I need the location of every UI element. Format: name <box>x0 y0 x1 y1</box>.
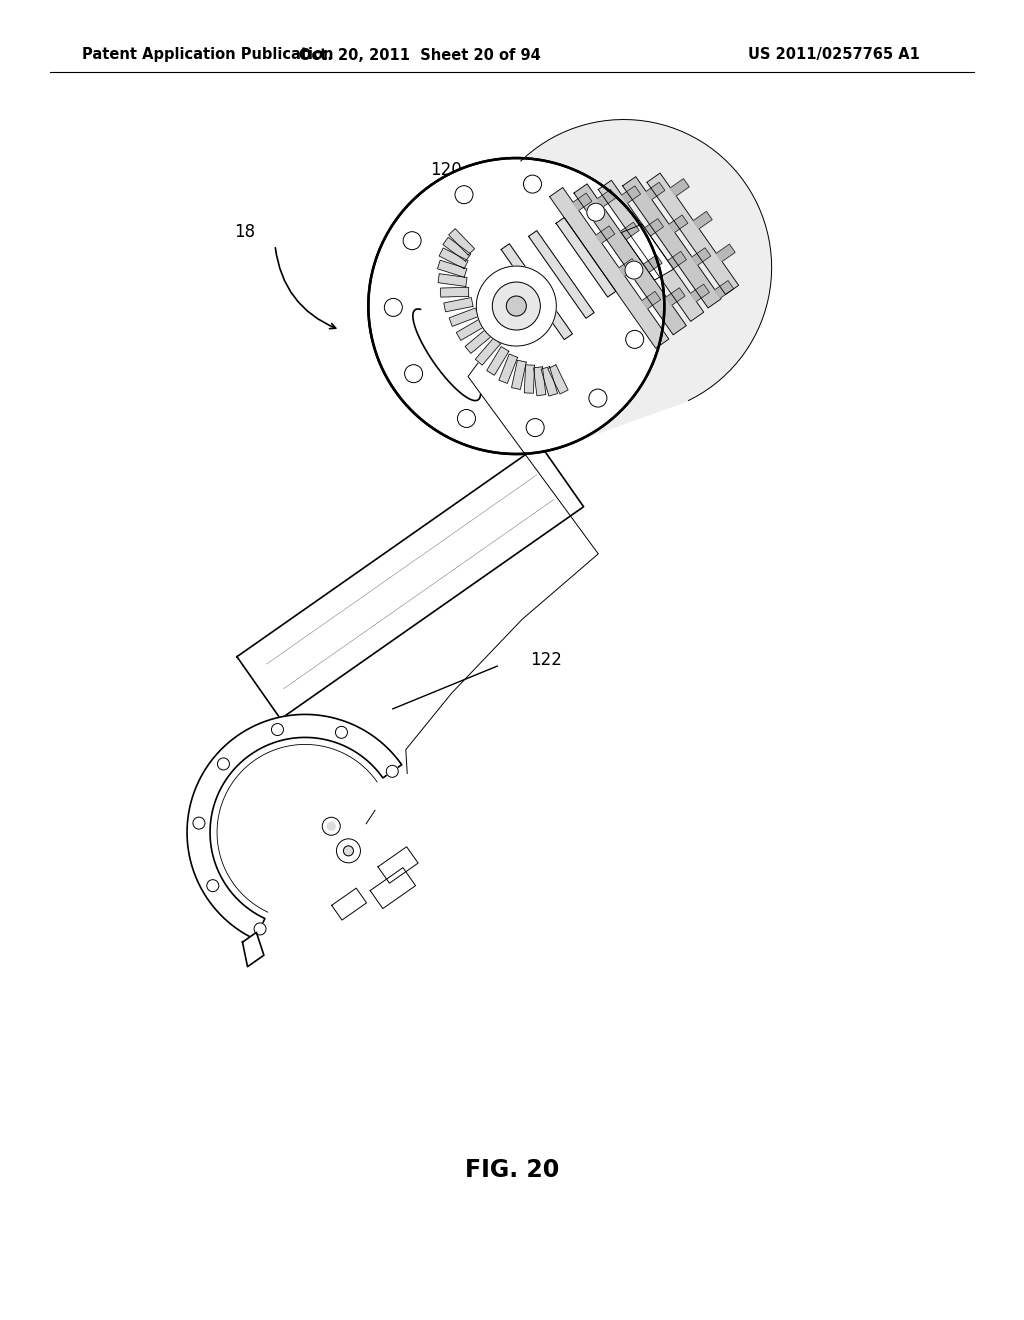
Polygon shape <box>438 273 467 286</box>
Circle shape <box>476 267 556 346</box>
Polygon shape <box>574 183 686 335</box>
Polygon shape <box>715 281 734 298</box>
Text: 18: 18 <box>233 223 255 242</box>
Polygon shape <box>501 244 572 339</box>
Polygon shape <box>690 284 710 301</box>
Circle shape <box>493 282 541 330</box>
Circle shape <box>343 846 353 855</box>
Polygon shape <box>667 288 685 305</box>
Polygon shape <box>671 178 689 197</box>
Polygon shape <box>237 445 584 719</box>
Text: Patent Application Publication: Patent Application Publication <box>82 48 334 62</box>
Polygon shape <box>548 364 568 393</box>
Circle shape <box>207 879 219 892</box>
Polygon shape <box>597 190 616 207</box>
Circle shape <box>193 817 205 829</box>
Circle shape <box>328 822 335 830</box>
Text: FIG. 20: FIG. 20 <box>465 1158 559 1181</box>
Polygon shape <box>486 347 509 375</box>
Polygon shape <box>414 120 772 440</box>
Text: 120: 120 <box>430 161 462 180</box>
Circle shape <box>384 298 402 317</box>
Circle shape <box>323 817 340 836</box>
Circle shape <box>625 261 643 279</box>
Circle shape <box>404 364 423 383</box>
Polygon shape <box>693 211 712 228</box>
Circle shape <box>217 758 229 770</box>
Polygon shape <box>243 932 264 966</box>
Polygon shape <box>437 260 467 277</box>
Circle shape <box>589 389 607 407</box>
Circle shape <box>403 232 421 249</box>
Polygon shape <box>450 308 478 326</box>
Polygon shape <box>622 224 674 280</box>
Text: 122: 122 <box>530 651 562 669</box>
Polygon shape <box>692 248 711 265</box>
Polygon shape <box>622 186 641 203</box>
Polygon shape <box>443 238 471 261</box>
Polygon shape <box>443 297 473 312</box>
Polygon shape <box>621 222 639 240</box>
Polygon shape <box>332 888 367 920</box>
Polygon shape <box>596 226 614 243</box>
Circle shape <box>458 409 475 428</box>
Circle shape <box>254 923 266 935</box>
Polygon shape <box>643 255 663 272</box>
Circle shape <box>337 838 360 863</box>
Polygon shape <box>439 248 468 269</box>
Circle shape <box>626 330 644 348</box>
Polygon shape <box>475 338 501 366</box>
Polygon shape <box>642 292 660 309</box>
Polygon shape <box>556 218 615 297</box>
Polygon shape <box>573 193 592 210</box>
Polygon shape <box>598 181 703 321</box>
Polygon shape <box>716 244 735 261</box>
Polygon shape <box>646 182 665 199</box>
Circle shape <box>336 726 347 738</box>
Polygon shape <box>440 288 469 297</box>
Polygon shape <box>528 231 594 318</box>
Polygon shape <box>465 329 493 354</box>
Circle shape <box>526 418 544 437</box>
Circle shape <box>587 203 605 222</box>
Polygon shape <box>618 259 638 276</box>
Polygon shape <box>378 846 418 883</box>
Polygon shape <box>370 867 416 908</box>
Polygon shape <box>647 173 738 294</box>
Polygon shape <box>512 360 526 389</box>
Polygon shape <box>524 364 535 393</box>
Polygon shape <box>457 318 485 341</box>
Polygon shape <box>645 219 664 236</box>
Polygon shape <box>669 215 688 232</box>
Polygon shape <box>623 177 721 308</box>
Text: US 2011/0257765 A1: US 2011/0257765 A1 <box>748 48 920 62</box>
Polygon shape <box>449 228 474 255</box>
Polygon shape <box>541 367 557 396</box>
Text: Oct. 20, 2011  Sheet 20 of 94: Oct. 20, 2011 Sheet 20 of 94 <box>299 48 541 62</box>
Circle shape <box>506 296 526 315</box>
Polygon shape <box>369 158 665 454</box>
Circle shape <box>523 176 542 193</box>
Polygon shape <box>187 714 401 940</box>
Polygon shape <box>499 354 517 383</box>
Circle shape <box>386 766 398 777</box>
Polygon shape <box>534 367 546 396</box>
Circle shape <box>455 186 473 203</box>
Polygon shape <box>550 187 669 348</box>
Polygon shape <box>668 251 686 269</box>
Circle shape <box>271 723 284 735</box>
